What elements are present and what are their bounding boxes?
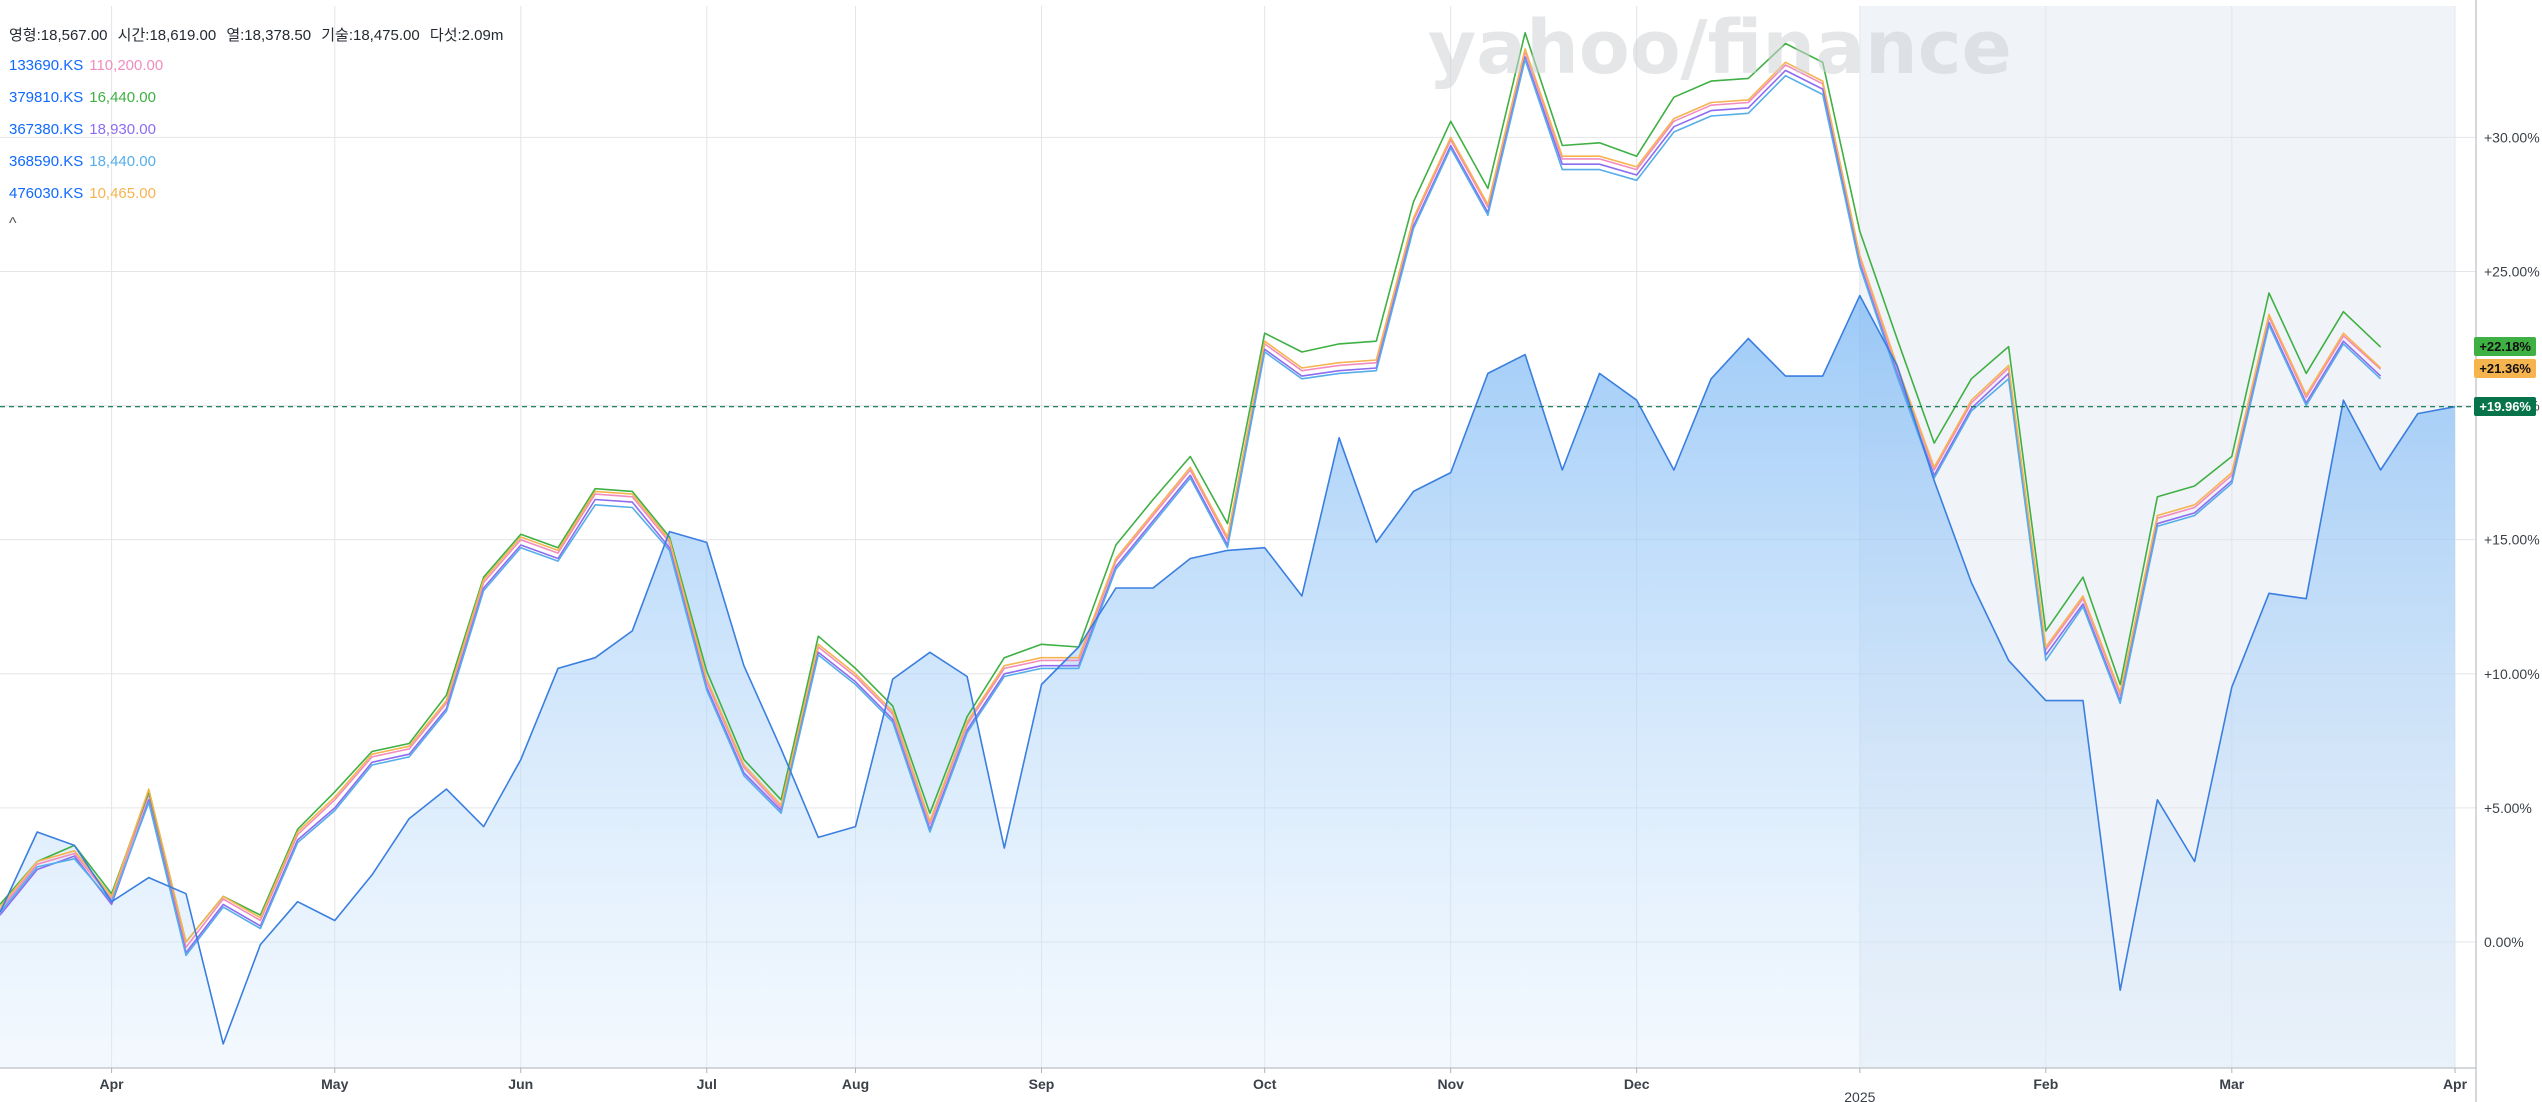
yahoo-finance-watermark: yahoo/finance — [1428, 5, 2012, 91]
open-value: 영형:18,567.00 — [9, 27, 108, 44]
legend-symbol: 476030.KS — [9, 185, 84, 202]
legend-price: 18,440.00 — [89, 153, 156, 170]
x-tick-label: Sep — [1029, 1076, 1055, 1092]
x-tick-label: Oct — [1253, 1076, 1277, 1092]
x-tick-label: Jun — [508, 1076, 533, 1092]
y-tick-label: +30.00% — [2484, 129, 2540, 145]
series-line-main — [0, 294, 2456, 1045]
legend-row[interactable]: 368590.KS 18,440.00 — [9, 146, 509, 178]
y-tick-label: +5.00% — [2484, 800, 2532, 816]
x-tick-label: Nov — [1437, 1076, 1464, 1092]
series-line-476030.KS — [0, 48, 2382, 943]
legend-row[interactable]: 133690.KS 110,200.00 — [9, 50, 509, 82]
legend-price: 110,200.00 — [89, 57, 164, 74]
collapse-legend-button[interactable]: ^ — [9, 215, 17, 232]
legend-price: 10,465.00 — [89, 185, 156, 202]
x-tick-label: Dec — [1624, 1076, 1650, 1092]
y-tick-label: 0.00% — [2484, 934, 2524, 950]
price-badge: +22.18% — [2474, 337, 2536, 357]
x-tick-label: 2025 — [1844, 1089, 1875, 1102]
high-value: 시간:18,619.00 — [117, 27, 217, 44]
series-line-368590.KS — [0, 58, 2382, 957]
legend-price: 18,930.00 — [89, 121, 156, 138]
price-badge: +19.96% — [2474, 396, 2536, 416]
x-tick-label: Jul — [697, 1076, 717, 1092]
legend-price: 16,440.00 — [89, 89, 156, 106]
volume-value: 다섯:2.09m — [429, 27, 504, 44]
x-tick-label: Mar — [2219, 1076, 2244, 1092]
legend-symbol: 379810.KS — [9, 89, 84, 106]
y-tick-label: +15.00% — [2484, 532, 2540, 548]
main-area — [0, 295, 2455, 1069]
price-badge: +21.36% — [2474, 359, 2536, 379]
legend-symbol: 133690.KS — [9, 57, 84, 74]
legend-symbol: 367380.KS — [9, 121, 84, 138]
main-area-fill — [0, 295, 2455, 1069]
x-tick-label: May — [321, 1076, 348, 1092]
x-tick-label: Apr — [100, 1076, 125, 1092]
chart-legend: 영형:18,567.00 시간:18,619.00 열:18,378.50 기술… — [9, 26, 509, 238]
x-tick-label: Aug — [842, 1076, 869, 1092]
low-value: 열:18,378.50 — [226, 27, 312, 44]
legend-row[interactable]: 379810.KS 16,440.00 — [9, 82, 509, 114]
series-lines — [0, 31, 2456, 1045]
series-line-133690.KS — [0, 50, 2382, 949]
y-tick-label: +25.00% — [2484, 264, 2540, 280]
legend-symbol: 368590.KS — [9, 153, 84, 170]
series-line-379810.KS — [0, 31, 2382, 943]
x-tick-label: Apr — [2443, 1076, 2468, 1092]
series-line-367380.KS — [0, 56, 2382, 954]
x-tick-label: Feb — [2033, 1076, 2058, 1092]
ohlc-readout: 영형:18,567.00 시간:18,619.00 열:18,378.50 기술… — [9, 26, 509, 46]
legend-row[interactable]: 367380.KS 18,930.00 — [9, 114, 509, 146]
close-value: 기술:18,475.00 — [321, 27, 420, 44]
legend-row[interactable]: 476030.KS 10,465.00 — [9, 178, 509, 210]
y-tick-label: +10.00% — [2484, 666, 2540, 682]
